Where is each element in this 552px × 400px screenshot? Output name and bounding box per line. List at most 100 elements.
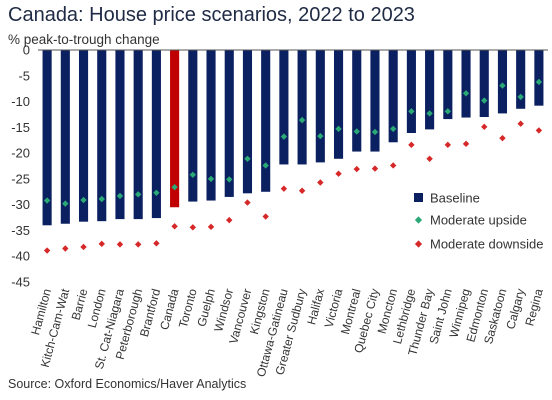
upside-point-vancouver	[244, 155, 251, 162]
upside-point-toronto	[189, 171, 197, 178]
downside-point-kingston	[262, 213, 269, 220]
bar-brantford	[151, 50, 161, 219]
bar-peterborough	[133, 50, 143, 220]
bar-lethbridge	[406, 50, 416, 134]
downside-point-canada	[171, 223, 178, 230]
upside-point-winnipeg	[462, 90, 470, 97]
bar-london	[97, 50, 107, 222]
downside-point-greater-sudbury	[298, 187, 306, 194]
y-tick-label: -15	[11, 120, 30, 135]
upside-point-hamilton	[43, 197, 51, 204]
downside-point-thunder-bay	[426, 155, 433, 162]
upside-point-regina	[535, 78, 543, 86]
bar-hamilton	[42, 50, 52, 226]
bar-victoria	[333, 50, 344, 159]
upside-point-peterborough	[134, 191, 142, 198]
upside-point-montreal	[353, 128, 360, 135]
downside-point-ottawa-gatineau	[280, 185, 288, 192]
y-tick-label: -25	[11, 171, 30, 186]
upside-point-st-cat-niagara	[116, 192, 124, 200]
bar-montreal	[352, 50, 362, 152]
upside-point-lethbridge	[408, 108, 415, 115]
chart-title: Canada: House price scenarios, 2022 to 2…	[8, 4, 415, 26]
bar-saint-john	[443, 50, 453, 120]
downside-point-winnipeg	[462, 140, 470, 148]
bar-halifax	[315, 50, 325, 163]
upside-point-windsor	[226, 176, 233, 183]
downside-point-quebec-city	[371, 165, 379, 172]
bar-thunder-bay	[425, 50, 435, 130]
upside-point-edmonton	[481, 97, 488, 104]
bar-windsor	[224, 50, 234, 197]
downside-point-halifax	[317, 179, 324, 186]
bar-canada	[170, 50, 180, 208]
bar-toronto	[188, 50, 198, 202]
chart-subtitle: % peak-to-trough change	[8, 32, 160, 47]
y-tick-label: -20	[11, 146, 30, 161]
downside-point-saskatoon	[499, 134, 506, 142]
downside-point-hamilton	[43, 247, 51, 254]
upside-point-london	[98, 195, 105, 203]
legend-swatch-downside	[414, 240, 423, 248]
downside-point-peterborough	[134, 241, 142, 248]
bar-vancouver	[242, 50, 253, 194]
bar-regina	[534, 50, 544, 106]
bar-st-cat-niagara	[115, 50, 125, 220]
upside-point-guelph	[207, 175, 215, 183]
downside-point-moncton	[389, 162, 397, 169]
upside-point-greater-sudbury	[298, 116, 306, 124]
y-tick-label: -40	[11, 249, 30, 264]
downside-point-montreal	[353, 165, 360, 173]
y-tick-label: 0	[23, 43, 30, 58]
downside-point-barrie	[80, 243, 87, 251]
bar-kingston	[261, 50, 271, 192]
legend-label-moderate-upside: Moderate upside	[430, 213, 527, 228]
upside-point-halifax	[317, 132, 324, 140]
y-tick-label: -30	[11, 197, 30, 212]
upside-point-brantford	[153, 189, 160, 197]
downside-point-london	[98, 240, 105, 248]
bar-moncton	[388, 50, 398, 143]
legend-swatch-upside	[414, 216, 423, 224]
upside-point-saint-john	[444, 108, 452, 115]
upside-point-thunder-bay	[426, 110, 433, 117]
upside-point-barrie	[80, 196, 87, 204]
upside-point-ottawa-gatineau	[280, 133, 288, 140]
bar-calgary	[516, 50, 526, 109]
legend-label-moderate-downside: Moderate downside	[430, 237, 543, 252]
upside-point-victoria	[335, 125, 342, 133]
downside-point-windsor	[226, 216, 233, 224]
bar-saskatoon	[497, 50, 508, 114]
upside-point-moncton	[389, 125, 397, 133]
downside-point-toronto	[189, 224, 197, 231]
upside-point-calgary	[517, 93, 524, 101]
upside-point-kingston	[262, 162, 269, 169]
chart-source: Source: Oxford Economics/Haver Analytics	[8, 377, 247, 391]
legend-swatch-baseline	[414, 193, 423, 202]
y-tick-label: -35	[11, 223, 30, 238]
bar-quebec-city	[370, 50, 380, 152]
bar-edmonton	[479, 50, 489, 118]
bar-guelph	[206, 50, 216, 201]
downside-point-guelph	[207, 223, 215, 231]
bar-ottawa-gatineau	[279, 50, 289, 165]
upside-point-saskatoon	[499, 82, 506, 89]
bar-winnipeg	[461, 50, 471, 118]
bar-barrie	[78, 50, 89, 222]
downside-point-regina	[535, 127, 543, 134]
upside-point-canada	[171, 183, 178, 191]
downside-point-vancouver	[244, 199, 251, 206]
downside-point-brantford	[153, 240, 160, 247]
y-tick-label: -45	[11, 275, 30, 290]
upside-point-quebec-city	[371, 128, 379, 136]
bar-greater-sudbury	[297, 50, 307, 165]
downside-point-edmonton	[481, 123, 488, 131]
downside-point-saint-john	[444, 141, 452, 149]
downside-point-kitch-cam-wat	[62, 245, 69, 252]
downside-point-victoria	[335, 170, 342, 177]
legend-label-baseline: Baseline	[430, 191, 480, 206]
downside-point-st-cat-niagara	[116, 241, 124, 248]
y-tick-label: -5	[18, 68, 30, 83]
y-tick-label: -10	[11, 94, 30, 109]
